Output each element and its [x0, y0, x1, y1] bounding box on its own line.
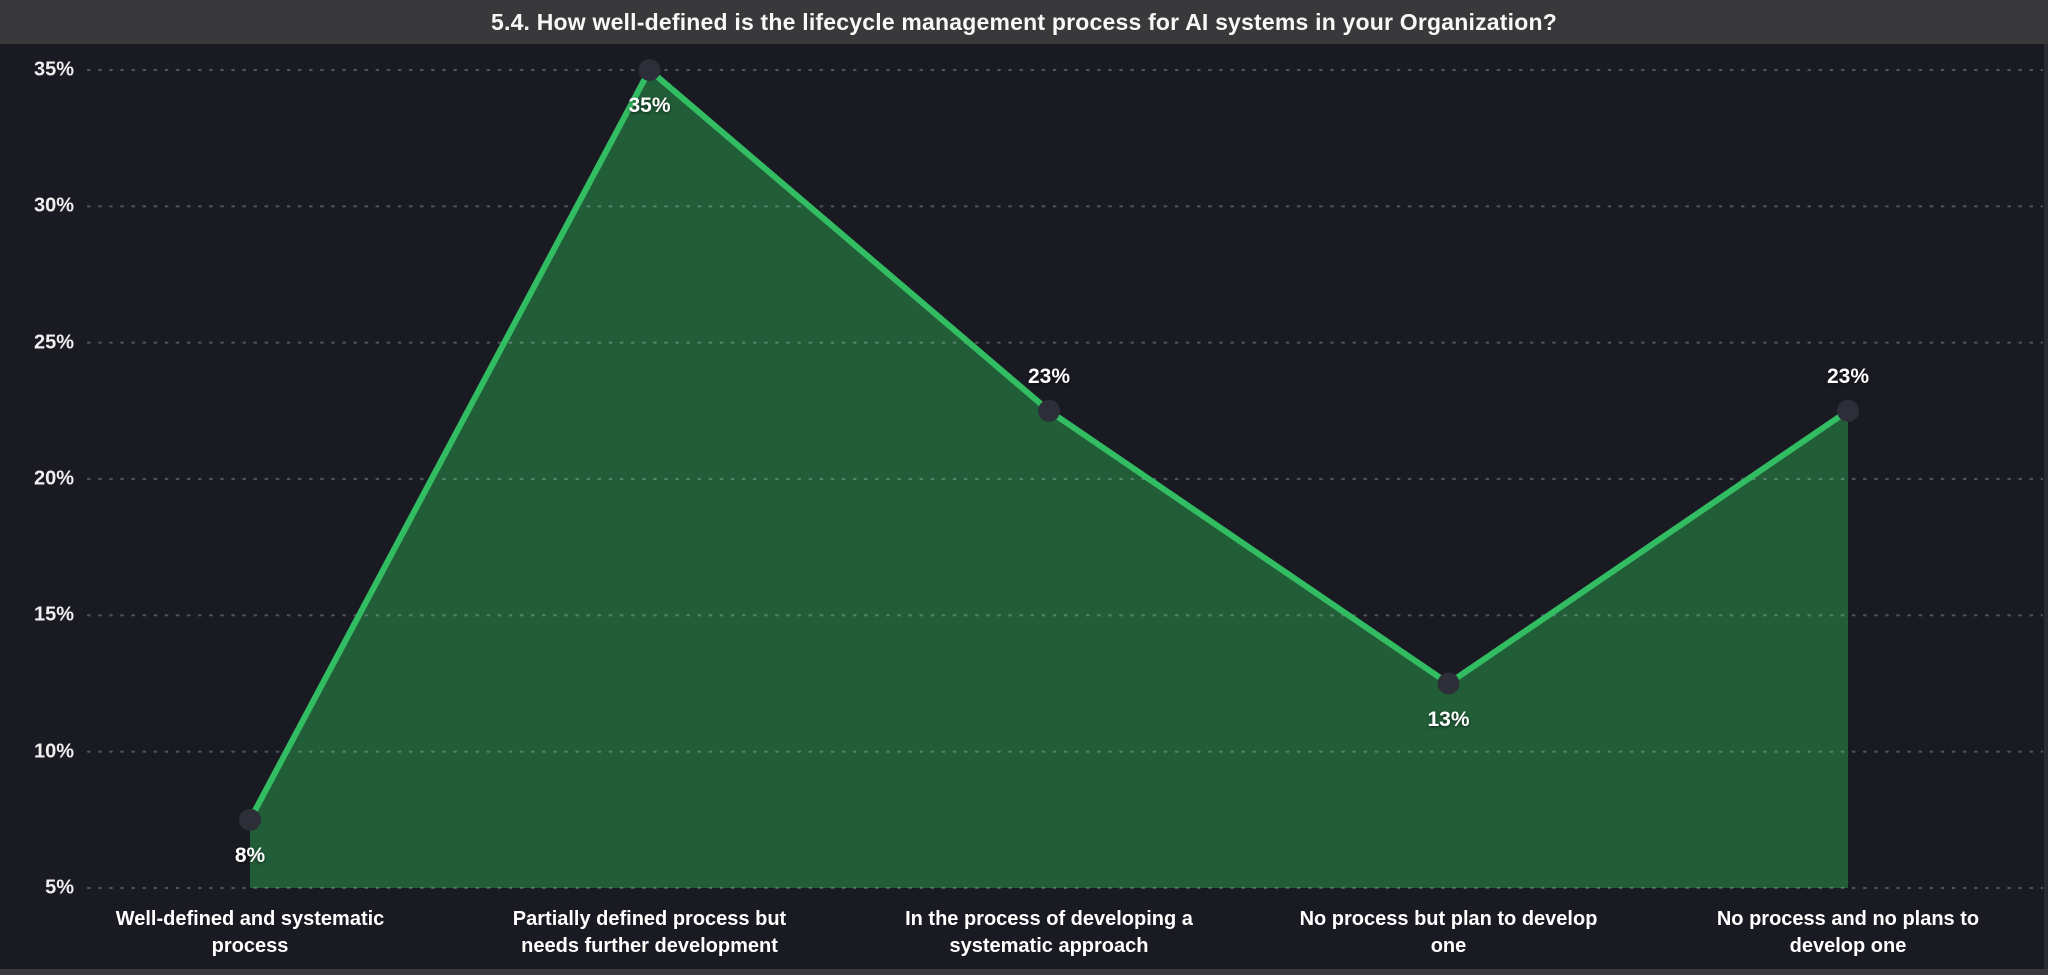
x-axis-category-label: Well-defined and systematic process — [115, 908, 385, 957]
y-axis-tick-label: 35% — [33, 58, 74, 81]
window-right-edge — [2044, 44, 2048, 975]
y-axis-tick-label: 25% — [33, 331, 74, 354]
x-axis-category-label: Partially defined process but needs furt… — [512, 908, 787, 957]
data-point-marker[interactable] — [1437, 672, 1460, 695]
data-point-label: 35% — [628, 94, 671, 117]
data-point-label: 13% — [1427, 707, 1470, 731]
data-point-marker[interactable] — [1038, 399, 1060, 422]
y-axis-tick-label: 5% — [45, 876, 74, 899]
data-point-label: 8% — [234, 843, 266, 867]
data-point-label: 23% — [1826, 364, 1870, 388]
x-axis-category-label: In the process of developing a systemati… — [905, 908, 1193, 957]
data-point-marker[interactable] — [638, 59, 661, 81]
y-axis-tick-label: 20% — [33, 467, 74, 490]
chart-title: 5.4. How well-defined is the lifecycle m… — [490, 8, 1557, 35]
window-bottom-edge — [0, 969, 2048, 975]
x-axis-category-label: No process but plan to develop one — [1299, 908, 1598, 957]
y-axis-tick-label: 30% — [33, 194, 74, 217]
data-point-marker[interactable] — [1837, 399, 1859, 422]
y-axis-tick-label: 15% — [33, 603, 74, 626]
data-point-marker[interactable] — [239, 808, 261, 831]
y-axis-tick-label: 10% — [33, 740, 74, 763]
data-point-label: 23% — [1027, 364, 1071, 388]
x-axis-category-label: No process and no plans to develop one — [1716, 908, 1980, 957]
chart-title-bar: 5.4. How well-defined is the lifecycle m… — [0, 0, 2048, 44]
